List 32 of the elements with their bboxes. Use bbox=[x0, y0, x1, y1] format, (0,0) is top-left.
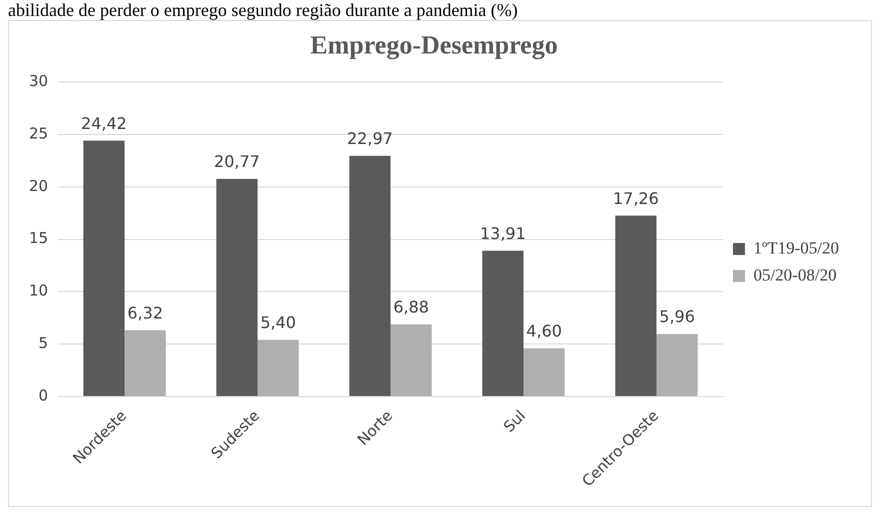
y-tick-label: 0 bbox=[38, 386, 48, 404]
bar bbox=[83, 140, 125, 396]
y-tick-label: 30 bbox=[28, 72, 48, 90]
bar bbox=[482, 250, 524, 396]
legend-label: 1ºT19-05/20 bbox=[753, 238, 840, 258]
y-tick-label: 10 bbox=[28, 282, 48, 300]
bar bbox=[216, 178, 258, 396]
y-tick-label: 20 bbox=[28, 176, 48, 195]
y-tick-label: 15 bbox=[28, 229, 48, 248]
data-label: 4,60 bbox=[526, 321, 562, 340]
data-label: 20,77 bbox=[214, 152, 260, 172]
y-tick-label: 25 bbox=[28, 124, 48, 142]
bar bbox=[349, 156, 391, 396]
data-label: 6,88 bbox=[393, 298, 429, 317]
data-label: 24,42 bbox=[81, 114, 127, 133]
data-label: 5,96 bbox=[659, 307, 695, 326]
x-tick-label: Sul bbox=[500, 406, 530, 436]
data-label: 13,91 bbox=[480, 224, 526, 243]
bar bbox=[258, 340, 299, 396]
y-tick-label: 5 bbox=[38, 334, 48, 352]
data-label: 22,97 bbox=[347, 128, 393, 148]
data-label: 17,26 bbox=[612, 188, 659, 208]
bar bbox=[124, 330, 166, 396]
bar bbox=[656, 334, 698, 396]
bar bbox=[615, 216, 656, 396]
chart-subtitle: abilidade de perder o emprego segundo região durante a pandemia (%) bbox=[8, 0, 519, 20]
bar bbox=[390, 324, 432, 396]
chart-title: Emprego-Desemprego bbox=[310, 30, 558, 60]
data-label: 5,40 bbox=[260, 313, 296, 332]
legend-label: 05/20-08/20 bbox=[753, 265, 837, 284]
data-label: 6,32 bbox=[127, 303, 163, 322]
bar bbox=[524, 348, 565, 396]
